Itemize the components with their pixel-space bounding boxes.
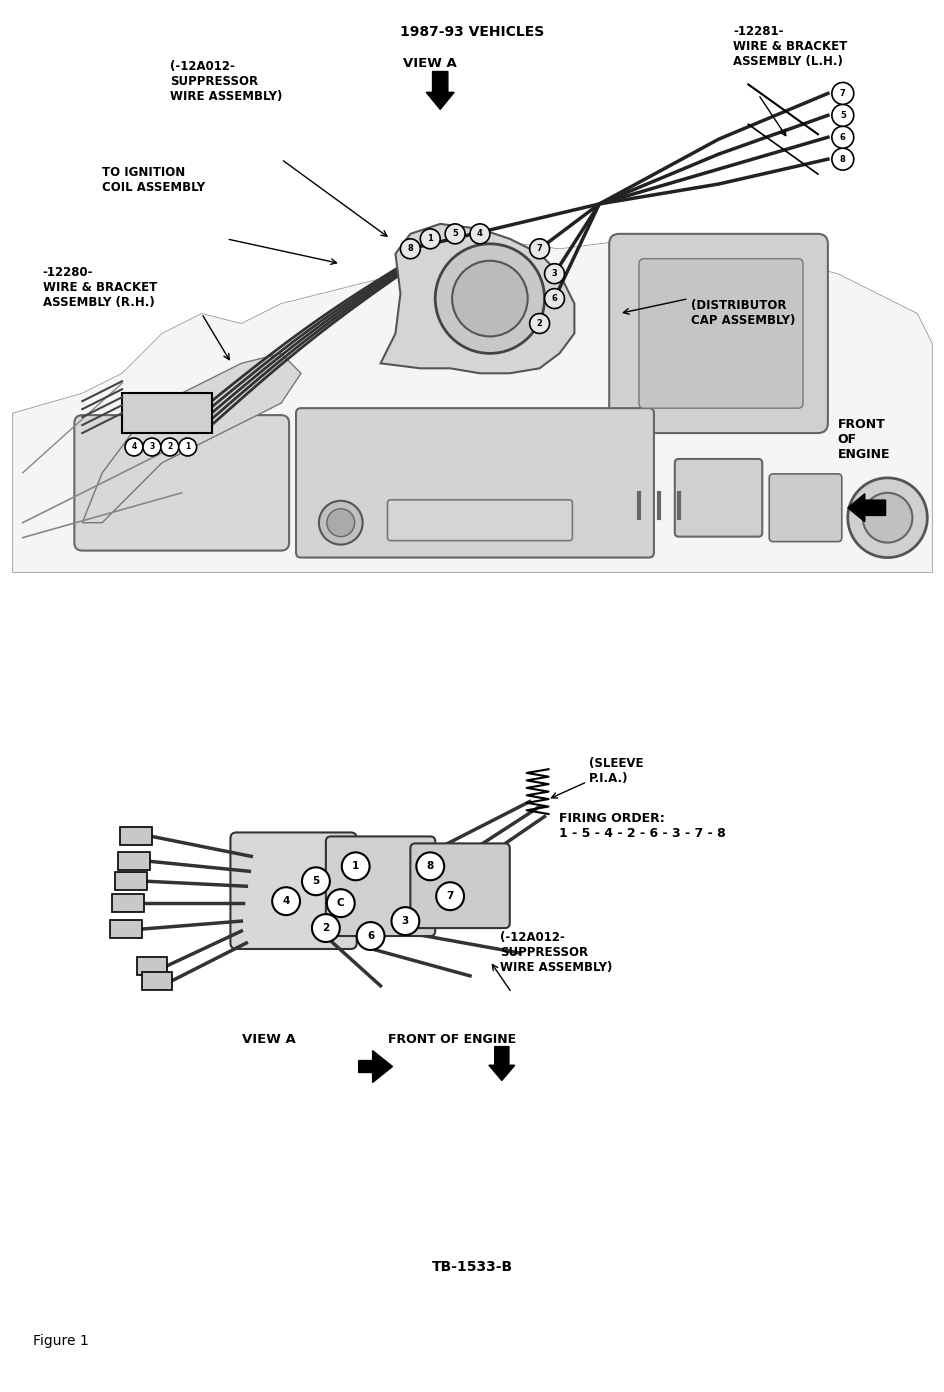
FancyBboxPatch shape xyxy=(675,459,763,537)
Text: 3: 3 xyxy=(402,916,409,926)
FancyBboxPatch shape xyxy=(75,415,289,551)
Text: 3: 3 xyxy=(149,443,155,451)
Circle shape xyxy=(160,438,178,457)
Text: 2: 2 xyxy=(536,319,543,329)
Circle shape xyxy=(832,104,853,127)
Circle shape xyxy=(312,915,340,942)
Circle shape xyxy=(832,82,853,104)
FancyBboxPatch shape xyxy=(609,234,828,433)
Circle shape xyxy=(435,244,545,354)
Bar xyxy=(112,894,143,912)
Text: 3: 3 xyxy=(551,269,557,278)
FancyBboxPatch shape xyxy=(387,500,572,540)
Circle shape xyxy=(272,887,300,915)
Text: (SLEEVE
P.I.A.): (SLEEVE P.I.A.) xyxy=(589,757,644,785)
Text: 6: 6 xyxy=(551,294,558,303)
Text: 5: 5 xyxy=(312,876,320,887)
Bar xyxy=(115,873,147,891)
Text: C: C xyxy=(337,898,345,908)
Text: 8: 8 xyxy=(427,862,434,871)
Circle shape xyxy=(327,508,355,537)
Circle shape xyxy=(545,288,565,309)
Text: 1: 1 xyxy=(352,862,360,871)
Circle shape xyxy=(400,239,420,259)
Circle shape xyxy=(530,239,549,259)
Circle shape xyxy=(863,493,913,543)
Circle shape xyxy=(436,883,464,910)
Bar xyxy=(110,920,142,938)
Text: 6: 6 xyxy=(840,132,846,142)
Circle shape xyxy=(832,148,853,170)
Circle shape xyxy=(452,260,528,337)
Circle shape xyxy=(530,313,549,334)
Text: 7: 7 xyxy=(537,244,543,253)
Text: 6: 6 xyxy=(367,931,374,941)
Text: 2: 2 xyxy=(322,923,329,933)
Bar xyxy=(137,956,167,974)
Polygon shape xyxy=(489,1047,514,1080)
Circle shape xyxy=(143,438,160,457)
Text: 1987-93 VEHICLES: 1987-93 VEHICLES xyxy=(400,25,544,39)
Text: 4: 4 xyxy=(282,896,290,906)
Text: TB-1533-B: TB-1533-B xyxy=(431,1260,513,1274)
Circle shape xyxy=(420,228,440,249)
Text: VIEW A: VIEW A xyxy=(243,1033,296,1045)
Text: 1: 1 xyxy=(428,234,433,244)
Text: VIEW A: VIEW A xyxy=(403,57,457,70)
Polygon shape xyxy=(427,71,454,110)
Circle shape xyxy=(342,852,370,880)
Circle shape xyxy=(302,867,329,895)
Text: FRONT OF ENGINE: FRONT OF ENGINE xyxy=(388,1033,516,1045)
Circle shape xyxy=(848,477,927,558)
Circle shape xyxy=(327,889,355,917)
Bar xyxy=(118,852,150,870)
Text: (-12A012-
SUPPRESSOR
WIRE ASSEMBLY): (-12A012- SUPPRESSOR WIRE ASSEMBLY) xyxy=(170,60,282,103)
Circle shape xyxy=(125,438,143,457)
FancyBboxPatch shape xyxy=(411,844,510,928)
Polygon shape xyxy=(82,354,301,522)
Text: 5: 5 xyxy=(452,230,458,238)
Circle shape xyxy=(470,224,490,244)
Polygon shape xyxy=(12,239,933,572)
Circle shape xyxy=(446,224,465,244)
Text: 7: 7 xyxy=(840,89,846,97)
Text: FIRING ORDER:
1 - 5 - 4 - 2 - 6 - 3 - 7 - 8: FIRING ORDER: 1 - 5 - 4 - 2 - 6 - 3 - 7 … xyxy=(560,812,726,839)
FancyBboxPatch shape xyxy=(326,837,435,935)
Text: 8: 8 xyxy=(840,155,846,164)
Text: 1: 1 xyxy=(185,443,191,451)
Text: -12280-
WIRE & BRACKET
ASSEMBLY (R.H.): -12280- WIRE & BRACKET ASSEMBLY (R.H.) xyxy=(42,266,157,309)
Text: Figure 1: Figure 1 xyxy=(33,1335,89,1349)
Text: 2: 2 xyxy=(167,443,173,451)
Polygon shape xyxy=(380,224,574,373)
Polygon shape xyxy=(359,1051,393,1083)
Text: -12281-
WIRE & BRACKET
ASSEMBLY (L.H.): -12281- WIRE & BRACKET ASSEMBLY (L.H.) xyxy=(733,25,848,68)
Circle shape xyxy=(392,908,419,935)
Text: FRONT
OF
ENGINE: FRONT OF ENGINE xyxy=(838,418,890,461)
Text: (-12A012-
SUPPRESSOR
WIRE ASSEMBLY): (-12A012- SUPPRESSOR WIRE ASSEMBLY) xyxy=(499,931,613,974)
Circle shape xyxy=(416,852,445,880)
FancyBboxPatch shape xyxy=(769,473,842,541)
Bar xyxy=(120,827,152,845)
Circle shape xyxy=(319,501,362,544)
FancyBboxPatch shape xyxy=(230,832,357,949)
Text: (DISTRIBUTOR
CAP ASSEMBLY): (DISTRIBUTOR CAP ASSEMBLY) xyxy=(691,299,795,327)
FancyBboxPatch shape xyxy=(296,408,654,558)
FancyBboxPatch shape xyxy=(639,259,803,408)
Circle shape xyxy=(832,127,853,148)
Text: 5: 5 xyxy=(840,111,846,120)
Circle shape xyxy=(545,263,565,284)
Polygon shape xyxy=(848,494,885,522)
Text: TO IGNITION
COIL ASSEMBLY: TO IGNITION COIL ASSEMBLY xyxy=(102,166,205,193)
Circle shape xyxy=(178,438,196,457)
Bar xyxy=(142,972,172,990)
Bar xyxy=(122,393,211,433)
Text: 8: 8 xyxy=(408,244,413,253)
Text: 4: 4 xyxy=(477,230,483,238)
Circle shape xyxy=(357,922,384,949)
Text: 4: 4 xyxy=(131,443,137,451)
Text: 7: 7 xyxy=(447,891,454,901)
